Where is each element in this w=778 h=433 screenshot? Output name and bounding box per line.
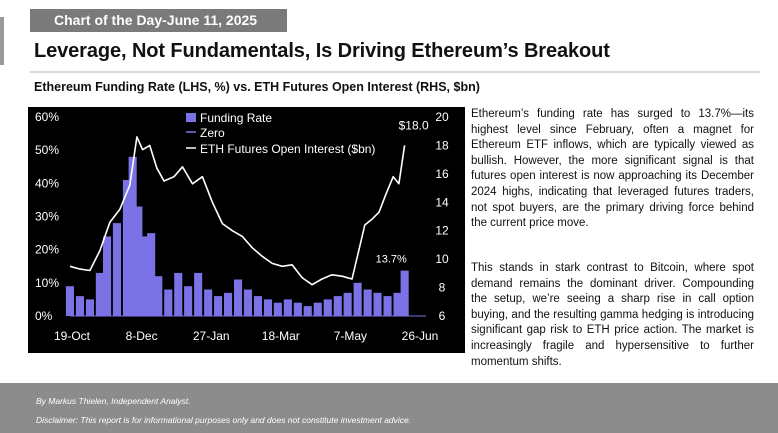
funding-rate-bar (85, 299, 94, 316)
commentary-paragraph-1: Ethereum’s funding rate has surged to 13… (471, 108, 754, 230)
left-y-tick-label: 10% (35, 276, 59, 290)
chart-legend: Funding Rate Zero ETH Futures Open Inter… (186, 111, 375, 156)
funding-rate-bar (333, 296, 342, 316)
left-y-tick-label: 50% (35, 143, 59, 157)
funding-rate-bar (363, 289, 372, 316)
annotation-funding-rate-latest: 13.7% (376, 254, 407, 266)
right-y-tick-label: 18 (435, 138, 449, 152)
funding-rate-bar (224, 292, 233, 316)
funding-rate-bar (293, 302, 302, 316)
right-y-tick-label: 10 (435, 252, 449, 266)
funding-rate-bar (140, 236, 149, 316)
x-tick-label: 7-May (334, 329, 367, 343)
left-y-tick-label: 40% (35, 176, 59, 190)
chart-of-the-day-banner: Chart of the Day-June 11, 2025 (30, 9, 287, 32)
funding-rate-bar (373, 292, 382, 316)
funding-rate-vs-open-interest-chart: 0% 10% 20% 30% 40% 50% 60% 6 8 10 12 14 16 18 20 19-O… (28, 107, 465, 353)
funding-rate-bar (75, 296, 84, 316)
disclaimer: Disclaimer: This report is for informati… (36, 415, 412, 425)
funding-rate-bar (253, 296, 262, 316)
x-tick-label: 26-Jun (402, 329, 439, 343)
x-tick-label: 19-Oct (54, 329, 91, 343)
x-tick-label: 18-Mar (262, 329, 300, 343)
right-y-tick-label: 12 (435, 224, 449, 238)
funding-rate-bar (164, 289, 173, 316)
funding-rate-bar (353, 282, 362, 316)
right-y-axis-ticks: 6 8 10 12 14 16 18 20 (435, 110, 449, 323)
legend-swatch-funding-rate (186, 113, 196, 122)
left-y-axis-ticks: 0% 10% 20% 30% 40% 50% 60% (35, 110, 59, 323)
left-y-tick-label: 0% (35, 309, 53, 323)
funding-rate-bar (147, 233, 156, 316)
x-axis-ticks: 19-Oct 8-Dec 27-Jan 18-Mar 7-May 26-Jun (54, 329, 438, 343)
legend-label-zero: Zero (200, 126, 225, 140)
funding-rate-bar (103, 236, 112, 316)
author-credit: By Markus Thielen, Independent Analyst. (36, 396, 191, 406)
legend-label-open-interest: ETH Futures Open Interest ($bn) (200, 142, 375, 156)
funding-rate-bar (128, 156, 137, 316)
right-y-tick-label: 16 (435, 167, 449, 181)
funding-rate-bar (323, 299, 332, 316)
funding-rate-bar (214, 296, 223, 316)
x-tick-label: 27-Jan (193, 329, 230, 343)
funding-rate-bar (134, 206, 143, 316)
right-y-tick-label: 8 (439, 281, 446, 295)
funding-rate-bar (112, 223, 121, 316)
funding-rate-bar (122, 180, 131, 316)
funding-rate-bars (65, 156, 409, 316)
left-y-tick-label: 60% (35, 110, 59, 124)
funding-rate-bar (194, 272, 203, 316)
funding-rate-bar (343, 292, 352, 316)
right-y-tick-label: 14 (435, 195, 449, 209)
funding-rate-bar (273, 302, 282, 316)
chart-subtitle: Ethereum Funding Rate (LHS, %) vs. ETH F… (34, 80, 480, 94)
funding-rate-bar (174, 272, 183, 316)
right-y-tick-label: 20 (435, 110, 449, 124)
funding-rate-bar (184, 286, 193, 316)
funding-rate-bar (154, 276, 163, 316)
funding-rate-bar (313, 302, 322, 316)
funding-rate-bar (263, 299, 272, 316)
funding-rate-bar (95, 272, 104, 316)
annotation-open-interest-latest: $18.0 (399, 118, 429, 132)
funding-rate-bar (400, 270, 409, 316)
legend-label-funding-rate: Funding Rate (200, 111, 272, 125)
accent-bar (0, 17, 4, 65)
x-tick-label: 8-Dec (126, 329, 158, 343)
funding-rate-bar (303, 306, 312, 316)
open-interest-line (69, 136, 406, 286)
funding-rate-bar (383, 296, 392, 316)
funding-rate-bar (393, 292, 402, 316)
page-title: Leverage, Not Fundamentals, Is Driving E… (34, 40, 610, 62)
funding-rate-bar (204, 289, 213, 316)
commentary-paragraph-2: This stands in stark contrast to Bitcoin… (471, 262, 754, 368)
funding-rate-bar (65, 286, 74, 316)
left-y-tick-label: 20% (35, 243, 59, 257)
footer: By Markus Thielen, Independent Analyst. … (0, 383, 778, 433)
funding-rate-bar (234, 279, 243, 316)
funding-rate-bar (243, 289, 252, 316)
funding-rate-bar (283, 299, 292, 316)
right-y-tick-label: 6 (439, 309, 446, 323)
title-divider (30, 71, 760, 73)
left-y-tick-label: 30% (35, 210, 59, 224)
